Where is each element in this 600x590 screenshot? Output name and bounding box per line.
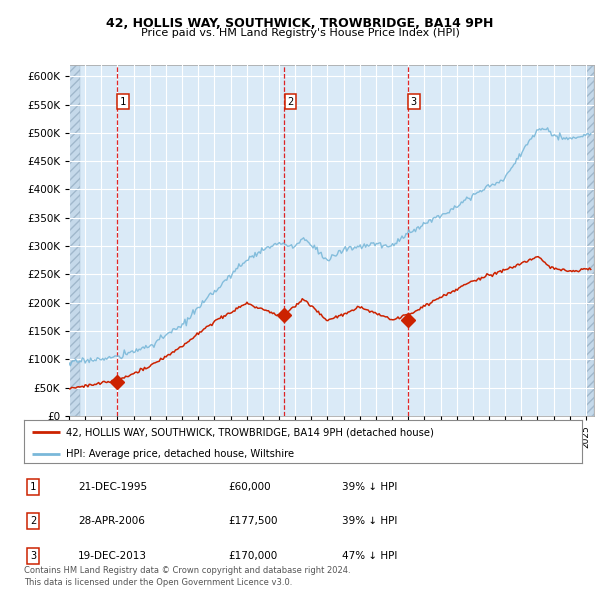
Text: Price paid vs. HM Land Registry's House Price Index (HPI): Price paid vs. HM Land Registry's House …	[140, 28, 460, 38]
Text: 2: 2	[30, 516, 36, 526]
Text: 3: 3	[410, 97, 417, 107]
Text: 2: 2	[287, 97, 293, 107]
Text: 1: 1	[120, 97, 126, 107]
Text: £170,000: £170,000	[228, 551, 277, 560]
Bar	[586, 65, 594, 416]
Text: Contains HM Land Registry data © Crown copyright and database right 2024.
This d: Contains HM Land Registry data © Crown c…	[24, 566, 350, 587]
Bar	[586, 65, 594, 416]
Text: 28-APR-2006: 28-APR-2006	[78, 516, 145, 526]
Bar	[69, 65, 80, 416]
Text: 39% ↓ HPI: 39% ↓ HPI	[342, 482, 397, 491]
Bar	[69, 65, 80, 416]
Text: 1: 1	[30, 482, 36, 491]
Text: 39% ↓ HPI: 39% ↓ HPI	[342, 516, 397, 526]
Text: 47% ↓ HPI: 47% ↓ HPI	[342, 551, 397, 560]
Text: 42, HOLLIS WAY, SOUTHWICK, TROWBRIDGE, BA14 9PH: 42, HOLLIS WAY, SOUTHWICK, TROWBRIDGE, B…	[106, 17, 494, 30]
Text: HPI: Average price, detached house, Wiltshire: HPI: Average price, detached house, Wilt…	[66, 448, 294, 458]
Text: 19-DEC-2013: 19-DEC-2013	[78, 551, 147, 560]
Text: 3: 3	[30, 551, 36, 560]
Text: 42, HOLLIS WAY, SOUTHWICK, TROWBRIDGE, BA14 9PH (detached house): 42, HOLLIS WAY, SOUTHWICK, TROWBRIDGE, B…	[66, 427, 434, 437]
Text: £60,000: £60,000	[228, 482, 271, 491]
Text: 21-DEC-1995: 21-DEC-1995	[78, 482, 147, 491]
Text: £177,500: £177,500	[228, 516, 277, 526]
